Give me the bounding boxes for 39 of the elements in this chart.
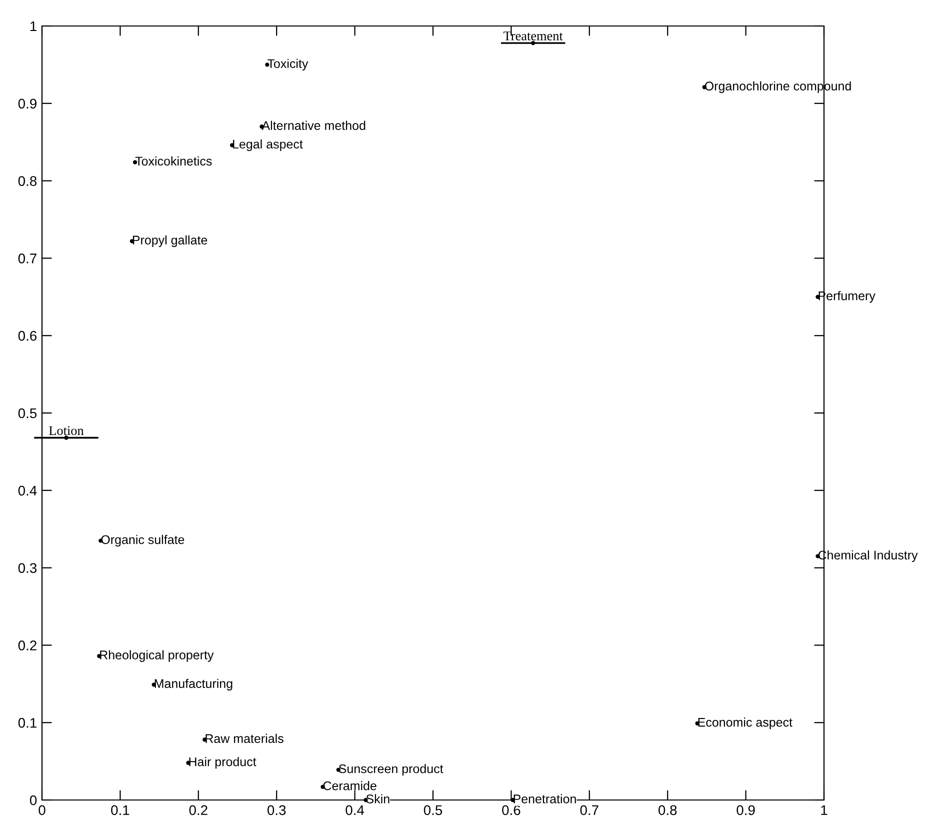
data-label: Sunscreen product	[338, 764, 444, 776]
data-label: Organic sulfate	[101, 534, 184, 547]
x-tick-label: 0.6	[502, 805, 520, 816]
x-tick-label: 0.4	[346, 805, 364, 816]
data-label: Manufacturing	[154, 678, 232, 690]
data-label: Lotion	[49, 426, 84, 436]
data-label: Rheological property	[100, 650, 214, 662]
data-label: Skin	[366, 794, 390, 804]
y-tick-label: 0.9	[18, 98, 36, 109]
y-tick-label: 0.7	[18, 254, 36, 264]
data-label: Raw materials	[206, 734, 284, 743]
x-tick-label: 0.9	[736, 805, 755, 816]
x-tick-label: 0.8	[658, 805, 677, 816]
y-tick-label: 0.8	[18, 176, 37, 186]
data-label: Treatement	[504, 32, 563, 40]
x-tick-label: 1	[821, 805, 828, 815]
data-label: Alternative method	[262, 120, 366, 130]
data-label: Toxicity	[267, 58, 308, 71]
data-label: Penetration	[514, 794, 576, 804]
y-tick-label: 0.5	[18, 408, 37, 418]
x-tick-label: 0.7	[580, 805, 598, 816]
y-tick-label: 0.6	[18, 330, 37, 341]
x-tick-label: 0.2	[189, 805, 208, 816]
y-tick-label: 0.2	[18, 640, 36, 650]
y-tick-label: 0	[30, 795, 37, 806]
x-tick-label: 0	[38, 805, 46, 816]
y-tick-label: 0.4	[18, 486, 37, 496]
x-tick-label: 0.3	[267, 805, 286, 816]
x-tick-label: 0.5	[424, 805, 442, 816]
data-label: Economic aspect	[698, 718, 792, 730]
y-tick-label: 0.1	[18, 718, 36, 728]
y-tick-label: 1	[30, 21, 36, 32]
y-tick-label: 0.3	[18, 563, 37, 573]
data-label: Hair product	[189, 757, 256, 769]
data-label: Legal aspect	[233, 139, 303, 152]
data-label: Ceramide	[323, 781, 376, 790]
data-label: Toxicokinetics	[135, 156, 212, 166]
data-label: Propyl gallate	[132, 235, 208, 247]
x-tick-label: 0.1	[111, 805, 130, 816]
